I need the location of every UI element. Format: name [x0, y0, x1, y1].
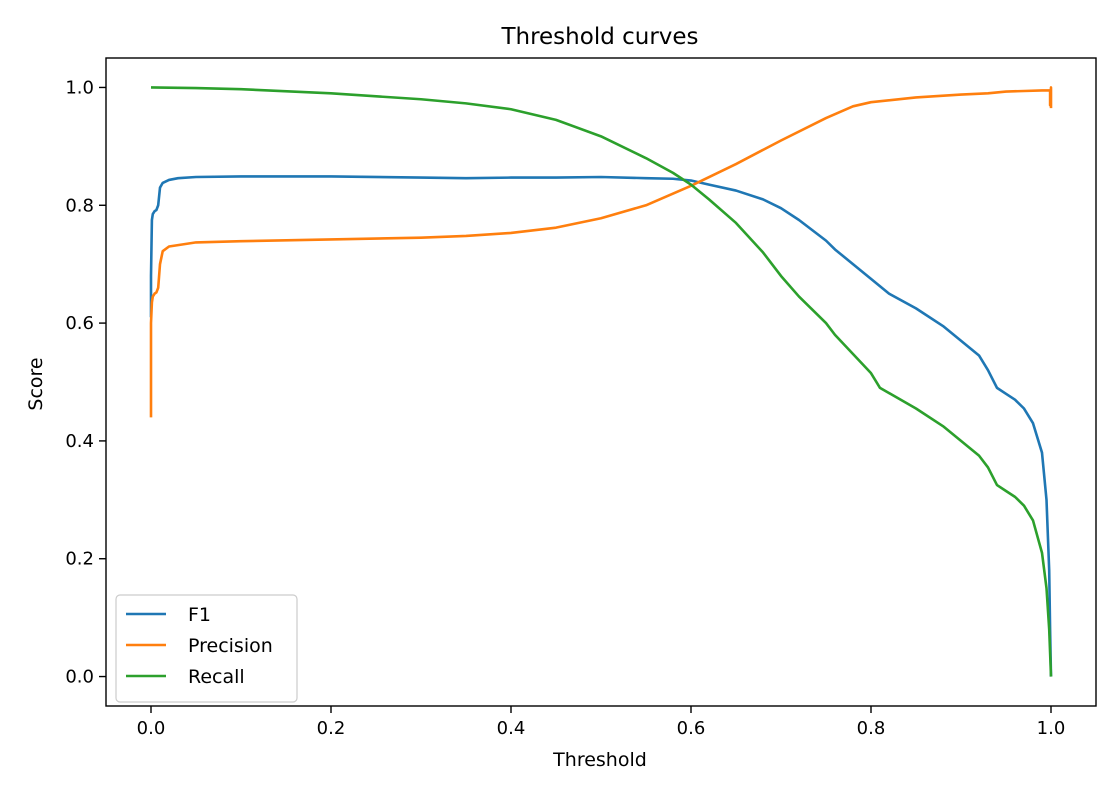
- y-tick-label: 0.6: [65, 313, 94, 334]
- y-tick-label: 0.4: [65, 431, 94, 452]
- axes: 0.0 0.2 0.4 0.6 0.8 1.0 0.0 0.2 0.4 0.6 0.8 1.0: [65, 57, 1097, 739]
- y-axis-label: Score: [25, 357, 47, 410]
- y-tick-label: 0.0: [65, 667, 94, 688]
- y-tick-label: 0.8: [65, 195, 94, 216]
- y-tick-label: 0.2: [65, 549, 94, 570]
- x-tick-label: 0.8: [857, 718, 886, 739]
- chart-title: Threshold curves: [500, 24, 698, 50]
- x-axis-label: Threshold: [552, 749, 647, 771]
- legend: F1 Precision Recall: [115, 594, 298, 703]
- plot-frame: [105, 57, 1097, 707]
- x-tick-label: 0.4: [497, 718, 526, 739]
- x-tick-label: 1.0: [1037, 718, 1066, 739]
- x-tick-label: 0.0: [137, 718, 166, 739]
- x-tick-label: 0.6: [677, 718, 706, 739]
- series-line-precision: [149, 86, 1053, 418]
- plot-area: [149, 86, 1053, 677]
- x-tick-label: 0.2: [317, 718, 346, 739]
- series-line-f1: [149, 175, 1053, 677]
- series-line-recall: [150, 86, 1053, 677]
- legend-label-recall: Recall: [188, 666, 245, 688]
- legend-label-precision: Precision: [188, 635, 273, 657]
- y-tick-label: 1.0: [65, 77, 94, 98]
- legend-label-f1: F1: [188, 604, 211, 626]
